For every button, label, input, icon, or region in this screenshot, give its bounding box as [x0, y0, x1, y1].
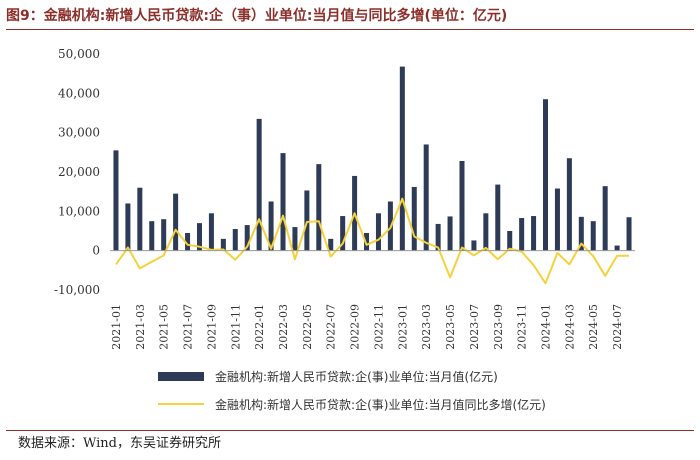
x-tick-label: 2023-05 [444, 304, 457, 350]
series-line [115, 197, 629, 285]
legend-line-label: 金融机构:新增人民币贷款:企(事)业单位:当月值同比多增(亿元) [215, 397, 546, 412]
legend-bar-label: 金融机构:新增人民币贷款:企(事)业单位:当月值(亿元) [215, 369, 498, 384]
x-axis: 2021-01 2021-03 2021-05 2021-07 2021-09 2021-… [110, 250, 635, 350]
bar [495, 184, 501, 251]
bar [185, 232, 191, 251]
bar [113, 150, 119, 251]
source-note: 数据来源：Wind，东吴证券研究所 [18, 436, 221, 451]
x-tick-label: 2022-01 [253, 304, 266, 350]
bar [208, 213, 214, 251]
y-tick-label: -10,000 [54, 283, 100, 297]
x-tick-label: 2021-03 [134, 304, 147, 350]
bar [173, 193, 179, 251]
bar [244, 225, 250, 251]
x-tick-label: 2021-07 [182, 304, 195, 350]
bar [256, 118, 262, 251]
bar [220, 238, 226, 251]
bar [268, 201, 274, 251]
bar [435, 223, 441, 251]
bar [543, 99, 549, 251]
x-tick-label: 2021-09 [205, 304, 218, 350]
x-tick-label: 2023-03 [420, 304, 433, 350]
legend: 金融机构:新增人民币贷款:企(事)业单位:当月值(亿元) 金融机构:新增人民币贷… [158, 369, 546, 412]
bar [447, 216, 453, 251]
bar [399, 66, 405, 251]
bar [196, 223, 202, 251]
bar [471, 240, 477, 251]
y-tick-label: 50,000 [58, 47, 100, 61]
title-rule [6, 29, 694, 30]
bar [232, 229, 238, 251]
line-series [115, 197, 629, 285]
x-tick-label: 2022-05 [301, 304, 314, 350]
bar [364, 232, 370, 251]
bar [566, 158, 572, 251]
x-tick-label: 2024-05 [587, 304, 600, 350]
figure-title: 图9：金融机构:新增人民币贷款:企（事）业单位:当月值与同比多增(单位：亿元) [6, 8, 508, 24]
bar [423, 144, 429, 251]
bar [626, 217, 632, 251]
x-tick-label: 2023-11 [516, 304, 529, 350]
y-tick-label: 40,000 [58, 86, 100, 100]
bar-series [113, 66, 632, 251]
bar [459, 160, 465, 251]
x-tick-label: 2022-11 [372, 304, 385, 350]
y-axis: -10,000 0 10,000 20,000 30,000 40,000 50,000 [54, 47, 100, 297]
y-tick-label: 10,000 [58, 204, 100, 218]
bar [280, 153, 286, 251]
bar [137, 187, 143, 251]
x-tick-label: 2024-03 [563, 304, 576, 350]
y-tick-label: 20,000 [58, 165, 100, 179]
y-tick-label: 0 [92, 244, 100, 258]
bar [590, 221, 596, 251]
x-tick-label: 2023-09 [492, 304, 505, 350]
bar [483, 213, 489, 251]
bar [602, 186, 608, 251]
bar [161, 219, 167, 251]
bar [531, 216, 537, 251]
x-tick-label: 2022-09 [349, 304, 362, 350]
bar [375, 213, 381, 251]
bar [149, 221, 155, 251]
bar [316, 164, 322, 251]
x-tick-label: 2024-01 [540, 304, 553, 350]
x-tick-label: 2021-05 [158, 304, 171, 350]
bar [519, 218, 525, 251]
legend-bar-swatch [158, 372, 204, 381]
bar [554, 188, 560, 251]
bar [125, 203, 131, 251]
x-tick-label: 2022-03 [277, 304, 290, 350]
x-tick-label: 2022-07 [325, 304, 338, 350]
bar [614, 245, 620, 251]
x-tick-label: 2023-01 [396, 304, 409, 350]
x-tick-label: 2023-07 [468, 304, 481, 350]
bar [328, 238, 334, 251]
bar [578, 216, 584, 251]
x-tick-label: 2024-07 [611, 304, 624, 350]
chart: -10,000 0 10,000 20,000 30,000 40,000 50,000 2… [54, 47, 635, 412]
bar [411, 186, 417, 251]
bar [292, 227, 298, 251]
bar [340, 216, 346, 251]
x-tick-label: 2021-01 [110, 304, 123, 350]
bar [304, 190, 310, 251]
bottom-rule [6, 430, 694, 431]
x-tick-label: 2021-11 [229, 304, 242, 350]
bar [507, 231, 513, 251]
y-tick-label: 30,000 [58, 126, 100, 140]
